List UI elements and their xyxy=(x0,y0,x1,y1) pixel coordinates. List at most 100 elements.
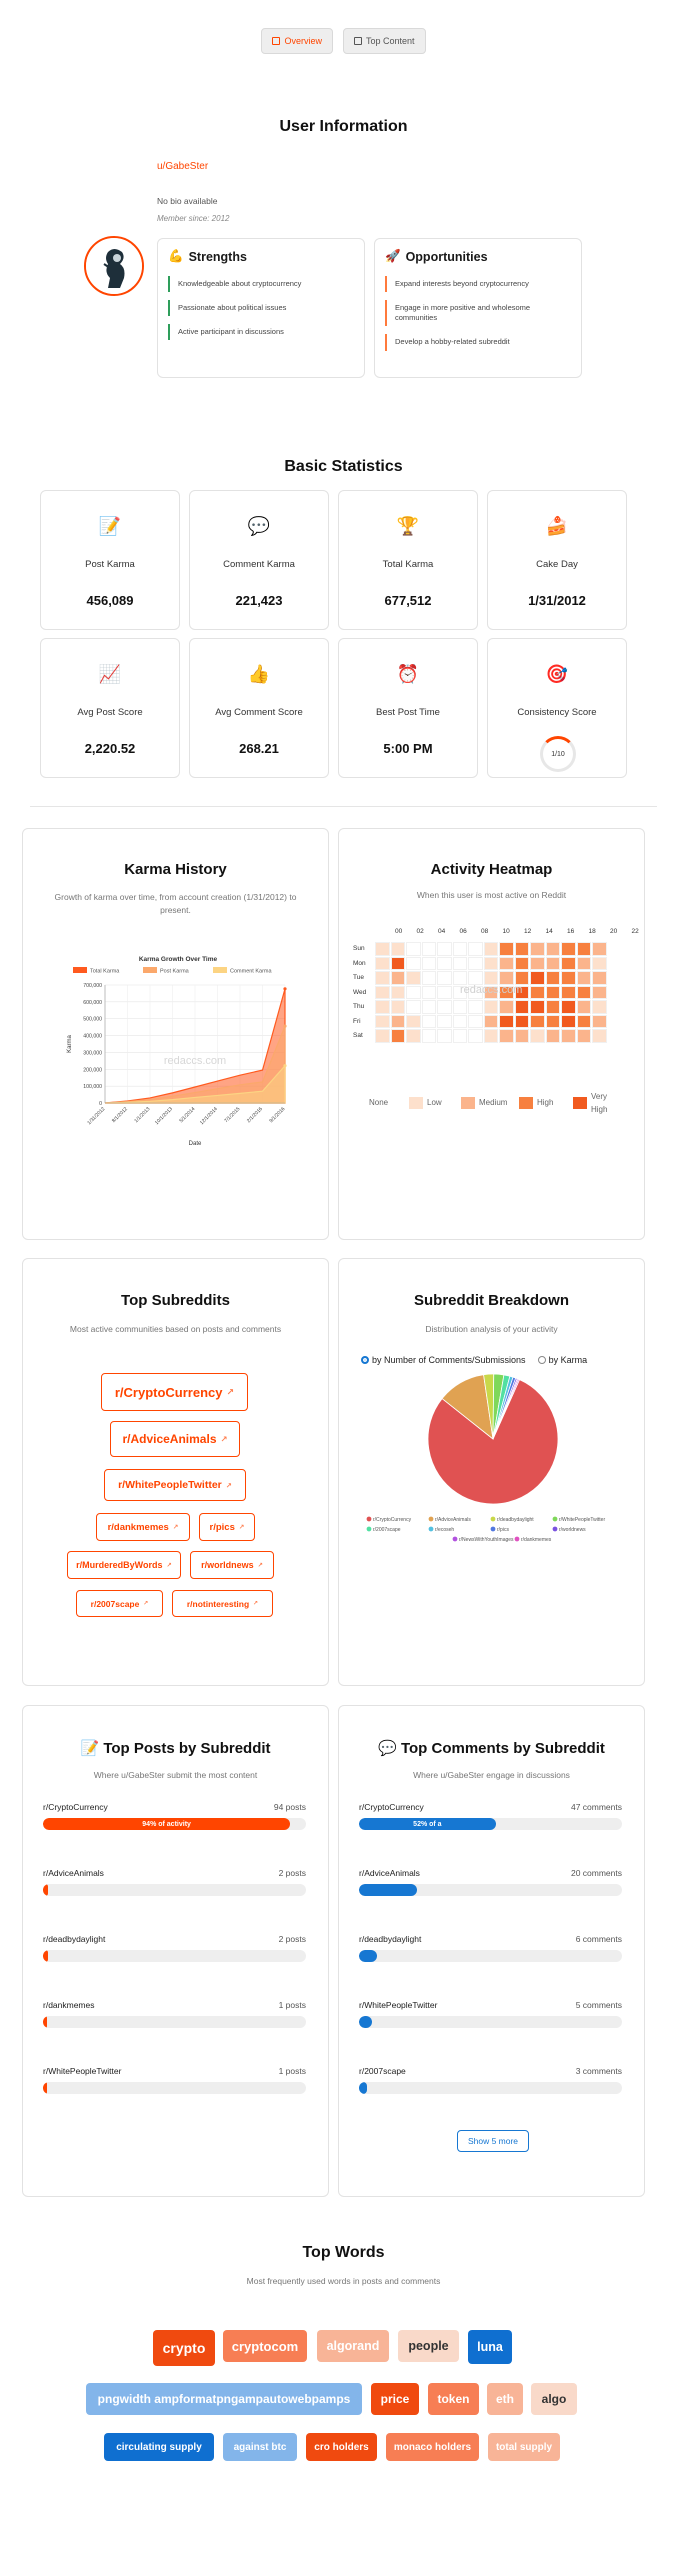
row-subreddit-name[interactable]: r/CryptoCurrency xyxy=(43,1802,108,1812)
radio-by-count[interactable]: by Number of Comments/Submissions xyxy=(361,1355,526,1365)
heatmap-cell xyxy=(514,971,529,985)
word-chip: crypto xyxy=(153,2330,215,2366)
stat-value: 456,089 xyxy=(86,593,134,608)
heatmap-cell xyxy=(452,1014,467,1028)
subreddit-link[interactable]: r/2007scape ↗ xyxy=(76,1590,163,1617)
heatmap-cell xyxy=(468,956,483,970)
avatar-figure-icon xyxy=(86,238,142,294)
row-subreddit-name[interactable]: r/WhitePeopleTwitter xyxy=(359,2000,438,2010)
pie-slice xyxy=(427,1379,559,1505)
tab-top-content[interactable]: Top Content xyxy=(342,28,426,54)
heatmap-cell xyxy=(406,985,421,999)
heatmap-day-label: Mon xyxy=(353,959,366,967)
section-divider xyxy=(30,806,657,807)
avatar xyxy=(84,236,144,296)
heatmap-legend-label: High xyxy=(537,1098,554,1107)
word-text: eth xyxy=(496,2392,514,2406)
pie-legend-label: r/worldnews xyxy=(559,1527,586,1533)
heatmap-cell xyxy=(592,942,607,956)
heatmap-cell xyxy=(421,1029,436,1043)
heatmap-cell xyxy=(561,985,576,999)
pie-legend-marker xyxy=(552,1516,558,1522)
thumbs-up-icon: 👍 xyxy=(247,664,271,684)
word-chip: circulating supply xyxy=(104,2433,214,2461)
stat-card-best-post-time: ⏰ Best Post Time 5:00 PM xyxy=(338,638,478,778)
row-subreddit-name[interactable]: r/2007scape xyxy=(359,2066,406,2076)
heatmap-cell xyxy=(390,971,405,985)
user-bio: No bio available xyxy=(157,196,218,206)
word-chip: pngwidth ampformatpngampautowebpamps xyxy=(86,2383,362,2415)
subreddit-link[interactable]: r/CryptoCurrency ↗ xyxy=(101,1373,248,1411)
subreddit-link[interactable]: r/worldnews ↗ xyxy=(190,1551,274,1579)
basic-stats-title: Basic Statistics xyxy=(284,458,403,475)
top-posts-panel: 📝 Top Posts by Subreddit Where u/GabeSte… xyxy=(22,1705,329,2197)
username-link[interactable]: u/GabeSter xyxy=(157,161,209,172)
legend-label: Post Karma xyxy=(160,969,190,975)
word-text: against btc xyxy=(233,2441,287,2453)
heatmap-cell xyxy=(483,1029,498,1043)
row-subreddit-name[interactable]: r/CryptoCurrency xyxy=(359,1802,424,1812)
strengths-title: Strengths xyxy=(188,249,247,264)
heatmap-cell xyxy=(592,985,607,999)
breakdown-options: by Number of Comments/Submissions by Kar… xyxy=(361,1355,587,1365)
heatmap-cell xyxy=(576,1000,591,1014)
external-link-icon: ↗ xyxy=(253,1601,259,1607)
heatmap-cell xyxy=(499,1000,514,1014)
row-subreddit-name[interactable]: r/AdviceAnimals xyxy=(43,1868,104,1878)
word-chip: token xyxy=(428,2383,479,2415)
heatmap-cell xyxy=(592,1014,607,1028)
subreddit-link[interactable]: r/notinteresting ↗ xyxy=(172,1590,273,1617)
word-text: token xyxy=(437,2392,470,2406)
heatmap-cell xyxy=(530,1014,545,1028)
row-count: 3 comments xyxy=(575,2066,622,2076)
pie-legend-marker xyxy=(428,1516,434,1522)
top-comments-subtitle: Where u/GabeSter engage in discussions xyxy=(413,1770,570,1780)
heatmap-cell xyxy=(561,971,576,985)
progress-track xyxy=(359,2016,622,2028)
heatmap-cell xyxy=(452,1029,467,1043)
top-posts-heading: 📝 Top Posts by Subreddit xyxy=(23,1739,328,1757)
radio-by-karma[interactable]: by Karma xyxy=(537,1355,587,1365)
heatmap-day-label: Wed xyxy=(353,988,367,996)
word-text: cro holders xyxy=(314,2441,369,2453)
heatmap-cell xyxy=(514,956,529,970)
y-tick-label: 400,000 xyxy=(83,1034,102,1040)
subreddit-pie-chart: r/CryptoCurrency r/AdviceAnimals r/deadbyd… xyxy=(366,1374,605,1543)
subreddit-link[interactable]: r/MurderedByWords ↗ xyxy=(67,1551,181,1579)
heatmap-cell xyxy=(499,1014,514,1028)
word-chip: cryptocom xyxy=(223,2330,307,2362)
legend-swatch xyxy=(73,967,87,973)
heatmap-cell xyxy=(406,1014,421,1028)
legend-label: Comment Karma xyxy=(230,969,273,975)
pie-legend-label: r/CryptoCurrency xyxy=(373,1517,412,1523)
heatmap-cell xyxy=(437,985,452,999)
breakdown-title: Subreddit Breakdown xyxy=(413,1292,570,1309)
subreddit-link[interactable]: r/dankmemes ↗ xyxy=(96,1513,190,1541)
row-subreddit-name[interactable]: r/WhitePeopleTwitter xyxy=(43,2066,122,2076)
progress-fill xyxy=(43,2016,47,2028)
heatmap-cell xyxy=(452,1000,467,1014)
subreddit-name: r/WhitePeopleTwitter xyxy=(118,1479,222,1491)
heatmap-cell xyxy=(576,1029,591,1043)
speech-bubble-icon: 💬 xyxy=(247,516,271,536)
heatmap-hour-label: 08 xyxy=(481,928,489,935)
word-chip: eth xyxy=(487,2383,523,2415)
subreddit-link[interactable]: r/pics ↗ xyxy=(199,1513,255,1541)
pie-legend-marker xyxy=(552,1526,558,1532)
target-icon: 🎯 xyxy=(545,664,569,684)
heatmap-cell xyxy=(421,942,436,956)
heatmap-cell xyxy=(483,942,498,956)
row-subreddit-name[interactable]: r/AdviceAnimals xyxy=(359,1868,420,1878)
subreddit-link[interactable]: r/WhitePeopleTwitter ↗ xyxy=(104,1469,246,1501)
top-subreddits-panel: Top Subreddits Most active communities b… xyxy=(22,1258,329,1686)
top-posts-subtitle: Where u/GabeSter submit the most content xyxy=(93,1770,258,1780)
tab-overview[interactable]: Overview xyxy=(261,28,333,54)
subreddit-link[interactable]: r/AdviceAnimals ↗ xyxy=(110,1421,240,1457)
stat-label: Cake Day xyxy=(536,559,578,570)
heatmap-cell xyxy=(406,956,421,970)
row-subreddit-name[interactable]: r/dankmemes xyxy=(43,2000,95,2010)
row-subreddit-name[interactable]: r/deadbydaylight xyxy=(359,1934,422,1944)
show-more-button[interactable]: Show 5 more xyxy=(457,2130,529,2152)
heatmap-cell xyxy=(545,942,560,956)
row-subreddit-name[interactable]: r/deadbydaylight xyxy=(43,1934,106,1944)
